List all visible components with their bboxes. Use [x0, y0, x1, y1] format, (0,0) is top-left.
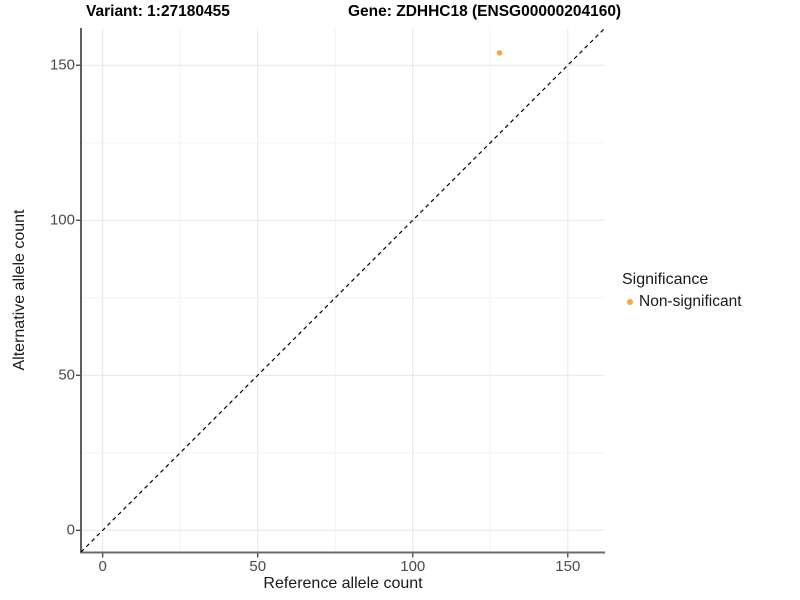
x-tick-label: 50: [249, 558, 267, 575]
y-tick-label: 100: [49, 211, 75, 229]
y-tick-label: 0: [66, 521, 75, 539]
plot-title-variant: Variant: 1:27180455: [86, 3, 230, 20]
y-axis-title: Alternative allele count: [11, 209, 28, 371]
x-tick-label: 0: [98, 558, 107, 575]
legend-title: Significance: [622, 271, 709, 288]
plot-title-gene: Gene: ZDHHC18 (ENSG00000204160): [348, 3, 622, 20]
x-tick-label: 150: [555, 558, 581, 575]
legend-point-icon: [627, 299, 633, 305]
legend-item-non-significant: Non-significant: [622, 293, 742, 311]
x-tick-label: 100: [400, 558, 426, 575]
legend-item-label: Non-significant: [639, 293, 742, 310]
y-tick-label: 50: [58, 366, 75, 384]
y-tick-label: 150: [49, 56, 75, 74]
data-point: [496, 50, 503, 56]
identity-dashed-line: [80, 27, 606, 553]
x-axis-title: Reference allele count: [263, 575, 423, 592]
legend: Significance Non-significant: [622, 271, 742, 311]
